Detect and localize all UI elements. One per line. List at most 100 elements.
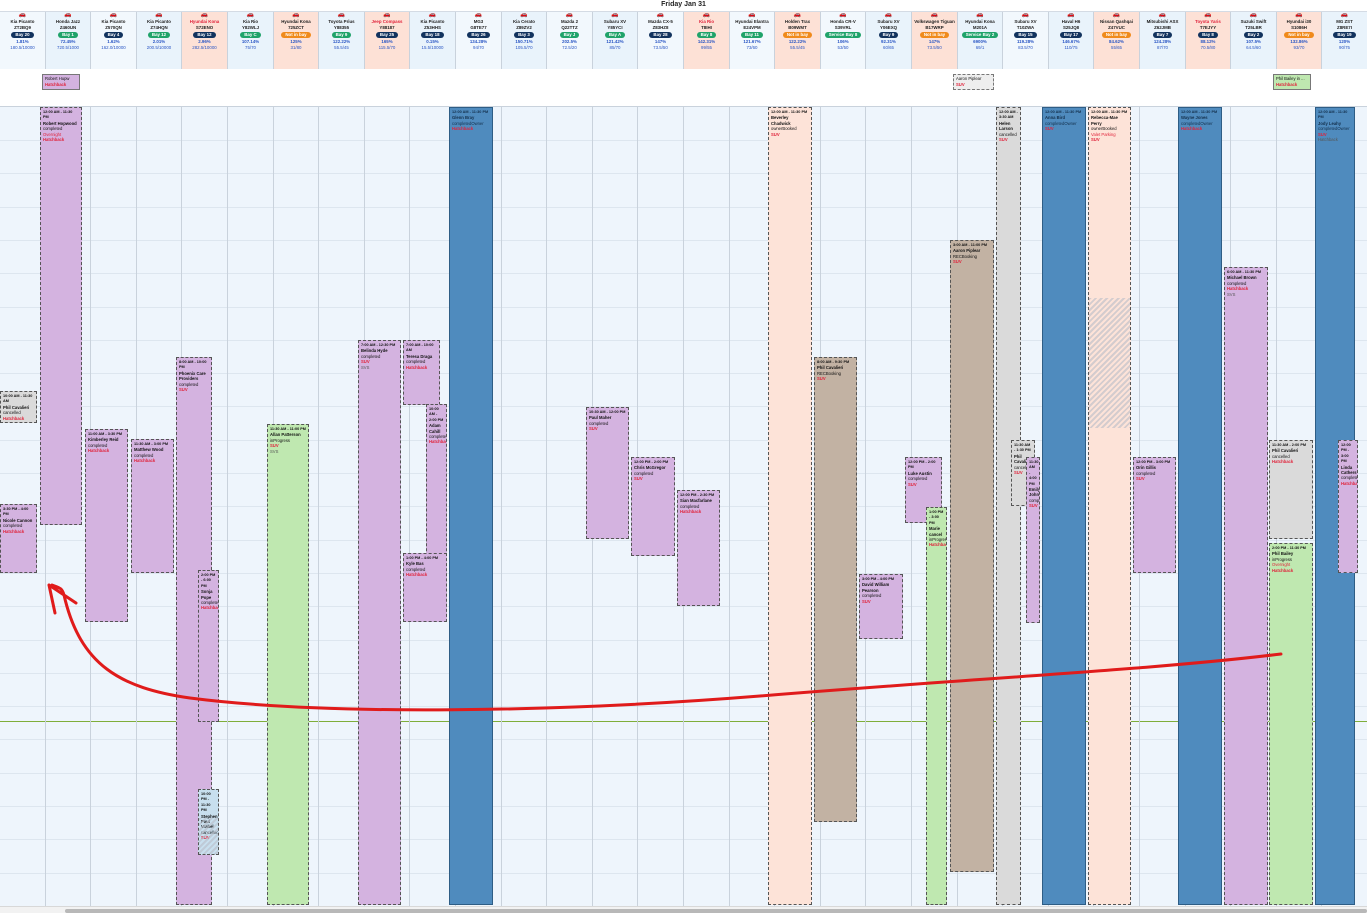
vehicle-name: Hyundai Kona bbox=[189, 19, 220, 24]
vehicle-header[interactable]: 🚗 Nissan Qashqai Z47VUC Not in bay 84.62% 55/… bbox=[1094, 12, 1140, 69]
usage-odometer: 60/65 bbox=[883, 45, 894, 50]
booking-type: Hatchback bbox=[1272, 567, 1294, 573]
vehicle-header[interactable]: 🚗 Mazda 2 Q22TTZ Bay J 202.5% 72.5/20 bbox=[547, 12, 593, 69]
booking-type: Hatchback bbox=[406, 572, 428, 578]
vehicle-header[interactable]: 🚗 Toyota Prius Y88355 Bay 9 122.22% 55.5/45 bbox=[319, 12, 365, 69]
vehicle-header[interactable]: 🚗 Hyundai Kona M201A Service Bay 2 6900% 69/1 bbox=[958, 12, 1003, 69]
booking-block[interactable]: 3:00 PM - 4:00 PM David William Pearson co… bbox=[859, 574, 903, 639]
booking-block[interactable]: 2:00 PM - 11:30 PM Phil Bailey inProgress O… bbox=[1269, 543, 1313, 905]
vehicle-header[interactable]: 🚗 Honda Jazz Z460UN Bay 1 72.45% 720.5/1000 bbox=[46, 12, 91, 69]
vehicle-header[interactable]: 🚗 MG3 G8TE77 Bay 26 134.28% 94/70 bbox=[456, 12, 502, 69]
booking-time: 11:30 AM - 2:00 PM bbox=[1272, 443, 1307, 447]
booking-extra: Overnight bbox=[1272, 562, 1291, 568]
vehicle-header[interactable]: 🚗 Hyundai Elantra E24VPM Bay 11 121.67% 73/60 bbox=[730, 12, 775, 69]
booking-block[interactable]: 12:00 AM - 11:30 PM Glenn Bray completedOw… bbox=[449, 107, 493, 905]
booking-block[interactable]: 2:00 PM - 6:00 PM Sonja Pope completed Hatc… bbox=[198, 570, 219, 722]
booking-block[interactable]: 11:30 AM - 11:00 PM Allan Patterson inProg… bbox=[267, 424, 309, 905]
vehicle-name: Hyundai Elantra bbox=[735, 19, 769, 24]
vehicle-header[interactable]: 🚗 Kia Picanto Z74HQN Bay 12 2.01% 200.5/10000 bbox=[137, 12, 182, 69]
horizontal-scrollbar[interactable] bbox=[0, 906, 1367, 913]
booking-customer: Sonja Pope bbox=[201, 589, 213, 600]
vehicle-header[interactable]: 🚗 Subaru XV T10ZWA Bay 15 119.28% 83.5/70 bbox=[1003, 12, 1049, 69]
vehicle-header[interactable]: 🚗 Kia Cerato Z89ZV2 Bay 3 150.71% 105.5/70 bbox=[502, 12, 547, 69]
vehicle-header[interactable]: 🚗 Honda CR-V S39VRL Service Bay 8 106% 53/50 bbox=[821, 12, 866, 69]
vehicle-header[interactable]: 🚗 Volkswagen Tiguan B17WRP Not in bay 147% 73… bbox=[912, 12, 958, 69]
car-icon: 🚗 bbox=[292, 12, 300, 18]
booking-block[interactable]: 10:00 AM - 11:30 AM Phil Cavalieri cancell… bbox=[0, 391, 37, 423]
usage-percent: 146.67% bbox=[1062, 39, 1080, 44]
car-icon: 🚗 bbox=[884, 12, 893, 18]
vehicle-header[interactable]: 🚗 Hyundai i30 S1086H Not in bay 132.86% 93/70 bbox=[1277, 12, 1322, 69]
booking-block[interactable]: 11:30 AM - 1:30 PM Phil Cavalieri cancelle… bbox=[1011, 440, 1035, 506]
booking-status: completed bbox=[406, 566, 426, 572]
booking-status: completed bbox=[179, 381, 199, 387]
booking-status: completed bbox=[680, 503, 700, 509]
vehicle-rego: Z74HQN bbox=[150, 25, 168, 30]
vehicle-rego: T10ZWA bbox=[1016, 25, 1035, 30]
vehicle-header[interactable]: 🚗 Kia Picanto Z53HHS Bay 18 0.15% 15.5/10000 bbox=[410, 12, 456, 69]
vehicle-header[interactable]: 🚗 Subaru XV Y85YCI Bay A 121.42% 85/70 bbox=[593, 12, 638, 69]
vehicle-header[interactable]: 🚗 Kia Picanto ZT2BQ9 Bay 20 1.81% 180.5/10000 bbox=[0, 12, 46, 69]
booking-block[interactable]: 11:30 AM - 2:00 PM Phil Cavalieri cancelle… bbox=[1269, 440, 1313, 539]
booking-type: SUV bbox=[1014, 470, 1023, 476]
vehicle-header[interactable]: 🚗 Hyundai Kona S72ENO Bay 12 2.96% 282.5/1000… bbox=[182, 12, 228, 69]
booking-block[interactable]: 1:00 PM - 4:00 PM Kyle Bas completed Hatchb… bbox=[403, 553, 447, 622]
booking-block[interactable]: 11:00 AM - 3:30 PM Kimberley Reid complete… bbox=[85, 429, 128, 622]
all-day-booking[interactable]: Phil Bailey in ... Hatchback bbox=[1273, 74, 1311, 90]
vehicle-header[interactable]: 🚗 Suzuki Swift T25LBR Bay 2 107.5% 64.5/60 bbox=[1231, 12, 1277, 69]
vehicle-header[interactable]: 🚗 Kia Rio T8IHI Bay 8 142.31% 99/55 bbox=[684, 12, 730, 69]
booking-block[interactable]: 3:00 AM - 11:00 PM Aaron Piplear RECBookin… bbox=[950, 240, 994, 872]
vehicle-header[interactable]: 🚗 Subaru XV Y06EXQ Bay 9 92.31% 60/65 bbox=[866, 12, 912, 69]
usage-percent: 202.5% bbox=[562, 39, 577, 44]
booking-type: Hatchback bbox=[3, 415, 25, 421]
vehicle-header[interactable]: 🚗 Kia Rio Y82WLJ Bay C 107.14% 75/70 bbox=[228, 12, 274, 69]
booking-block[interactable]: 8:00 AM - 9:30 PM Phil Cavalieri RECBookin… bbox=[814, 357, 857, 822]
booking-time: 8:00 AM - 10:00 PM bbox=[179, 360, 207, 370]
vehicle-header[interactable]: 🚗 Kia Picanto Z570QN Bay 4 1.62% 162.0/10000 bbox=[91, 12, 137, 69]
scrollbar-thumb[interactable] bbox=[65, 909, 1367, 913]
car-icon: 🚗 bbox=[246, 12, 255, 18]
vehicle-rego: T25LBR bbox=[1245, 25, 1262, 30]
booking-status: completed bbox=[361, 353, 381, 359]
booking-block[interactable]: 12:00 PM - 2:00 PM Chris McGregor complete… bbox=[631, 457, 675, 556]
vehicle-header[interactable]: 🚗 Holden Trax B09WMT Not in bay 122.22% 55.5/… bbox=[775, 12, 821, 69]
booking-customer: Linda Cathers bbox=[1341, 464, 1357, 476]
vehicle-header[interactable]: 🚗 MG ZST Z8RE7I Bay 19 120% 90/75 bbox=[1322, 12, 1367, 69]
vehicle-header[interactable]: 🚗 Jeep Compass Y88187 Bay 25 165% 115.5/70 bbox=[365, 12, 410, 69]
booking-customer: Phil Cavalieri bbox=[817, 365, 844, 371]
all-day-booking[interactable]: Aaron Piplear SUV bbox=[953, 74, 994, 90]
vehicle-name: Kia Rio bbox=[242, 19, 259, 24]
vehicle-rego: S1086H bbox=[1291, 25, 1307, 30]
booking-block[interactable]: 12:00 AM - 3:30 AM Helen Larson cancelled S… bbox=[996, 107, 1021, 905]
booking-block[interactable]: 12:00 AM - 11:30 PM Rebecca-Mae Perry owne… bbox=[1088, 107, 1131, 905]
vehicle-header[interactable]: 🚗 Toyota Yaris T7EJYY Bay 8 88.12% 70.5/80 bbox=[1186, 12, 1231, 69]
booking-grid[interactable]: 10:00 AM - 11:30 AM Phil Cavalieri cancell… bbox=[0, 107, 1367, 907]
booking-block[interactable]: 12:00 AM - 11:30 PM Robert Hopwood complet… bbox=[40, 107, 82, 525]
vehicle-header[interactable]: 🚗 Haval H6 S25JQ8 Bay 17 146.67% 110/75 bbox=[1049, 12, 1094, 69]
booking-block[interactable]: 11:30 AM - 3:00 PM Matthew Wood completed H… bbox=[131, 439, 174, 573]
bay-badge: Bay J bbox=[559, 32, 580, 38]
booking-block[interactable]: 6:00 AM - 11:30 PM Michael Brown completed… bbox=[1224, 267, 1268, 905]
booking-type: SUV bbox=[270, 443, 279, 449]
booking-block[interactable]: 12:00 AM - 11:30 PM Anna Bird completedOwn… bbox=[1042, 107, 1086, 905]
vehicle-header[interactable]: 🚗 Hyundai Kona 725ZCT Not in bay 125% 31/80 bbox=[274, 12, 319, 69]
booking-block[interactable]: 7:00 AM - 12:30 PM Belinda Hyde completed S… bbox=[358, 340, 401, 905]
vehicle-header[interactable]: 🚗 Mazda CX-5 Z83HZ8 Bay 28 147% 73.5/50 bbox=[638, 12, 684, 69]
vehicle-rego: T7EJYY bbox=[1199, 25, 1217, 30]
booking-block[interactable]: 12:00 PM - 3:00 PM Orin Gillis completed SU… bbox=[1133, 457, 1176, 573]
vehicle-header[interactable]: 🚗 Mitsubishi ASX Z62JMB Bay 7 124.28% 87/70 bbox=[1140, 12, 1186, 69]
usage-percent: 0.15% bbox=[426, 39, 439, 44]
booking-block[interactable]: 12:00 AM - 11:30 PM Wayne Jones completedO… bbox=[1178, 107, 1222, 905]
booking-block[interactable]: 10:30 AM - 12:00 PM Paul Maher completed SU… bbox=[586, 407, 629, 539]
booking-block[interactable]: 12:00 PM - 2:30 PM Sian Macfarlane complet… bbox=[677, 490, 720, 606]
usage-percent: 107.14% bbox=[241, 39, 260, 44]
booking-block[interactable]: 3:30 PM - 4:00 PM Nicole Cannon completed H… bbox=[0, 504, 37, 573]
booking-block[interactable]: 12:00 AM - 11:30 PM Beverley Chadwick owne… bbox=[768, 107, 812, 905]
booking-block[interactable]: 7:00 AM - 10:00 AM Teresa Draga completed H… bbox=[403, 340, 440, 405]
booking-time: 3:30 PM - 4:00 PM bbox=[3, 507, 29, 517]
all-day-booking[interactable]: Robert Hupw Hatchback bbox=[42, 74, 80, 90]
